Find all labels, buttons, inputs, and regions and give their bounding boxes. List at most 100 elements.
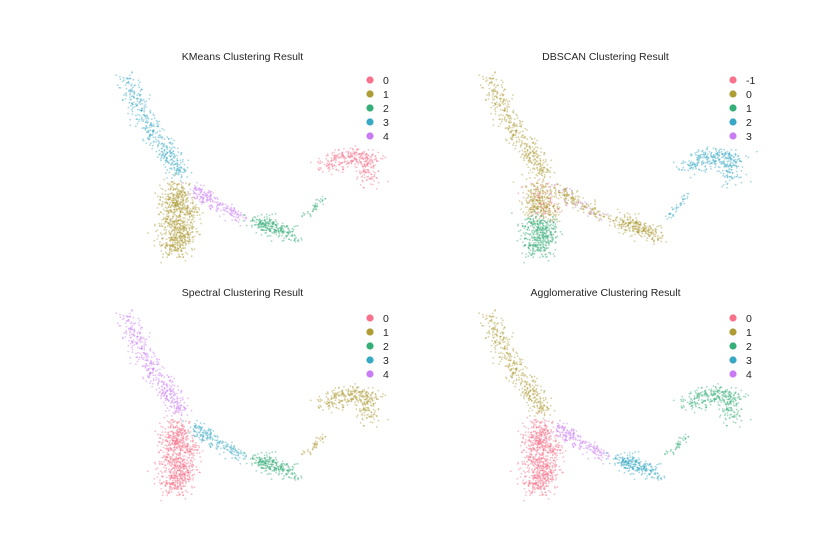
data-point-cluster-0: [581, 202, 584, 205]
data-point-cluster-1: [163, 228, 166, 231]
data-point-cluster-0: [504, 88, 506, 91]
data-point-cluster-1: [173, 234, 176, 237]
data-point-cluster-0: [526, 129, 528, 131]
data-point-cluster-0: [187, 438, 190, 440]
data-point-cluster-0: [486, 94, 488, 96]
data-point-cluster-1: [172, 208, 175, 211]
data-point-cluster-1: [186, 204, 189, 207]
data-point-cluster-3: [129, 89, 132, 92]
data-point-cluster-0: [363, 176, 366, 179]
data-point-cluster-3: [145, 106, 148, 108]
data-point-cluster-3: [171, 142, 174, 145]
data-point-cluster-4: [152, 374, 155, 377]
data-point-cluster-3: [145, 100, 148, 103]
data-point-cluster-0: [659, 237, 662, 239]
data-point-cluster-1: [552, 221, 555, 224]
data-point-cluster-3: [153, 125, 156, 128]
data-point-cluster-0: [585, 202, 588, 205]
data-point-cluster-1: [539, 222, 542, 225]
data-point-cluster-0: [501, 118, 504, 121]
data-point-cluster-3: [156, 156, 159, 159]
data-point-cluster-4: [168, 400, 170, 402]
data-point-cluster-0: [169, 427, 172, 429]
data-point-cluster-2: [306, 212, 309, 215]
data-point-cluster-2: [319, 198, 322, 200]
data-point-cluster-1: [169, 189, 172, 191]
data-point-cluster-1: [529, 239, 531, 242]
data-point-cluster-3: [128, 82, 130, 85]
data-point-cluster-2: [735, 149, 737, 151]
data-point-cluster-2: [278, 232, 281, 235]
data-point-cluster-0: [331, 166, 334, 168]
data-point-cluster-3: [131, 90, 133, 93]
data-point-cluster-0: [624, 225, 627, 228]
data-point-cluster-1: [183, 237, 186, 240]
data-point-cluster-1: [166, 202, 169, 205]
data-point-cluster-4: [176, 397, 179, 400]
data-point-cluster-1: [156, 229, 159, 232]
data-point-cluster-0: [529, 177, 531, 179]
data-point-cluster-1: [168, 252, 171, 255]
data-point-cluster-3: [149, 144, 151, 147]
data-point-cluster-0: [180, 422, 183, 424]
data-point-cluster-4: [174, 394, 176, 396]
data-point-cluster-0: [330, 162, 333, 165]
data-point-cluster-1: [186, 221, 189, 224]
data-point-cluster-4: [211, 206, 214, 208]
data-point-cluster-4: [176, 401, 178, 403]
data-point-cluster-4: [143, 351, 146, 354]
data-point-cluster-1: [556, 220, 559, 223]
data-point-cluster-3: [165, 145, 168, 147]
data-point-cluster-1: [178, 202, 181, 205]
data-point-cluster-0: [535, 173, 538, 176]
data-point-cluster-3: [148, 126, 151, 129]
data-point-cluster-3: [172, 156, 175, 158]
data-point-cluster-1: [193, 220, 196, 223]
data-point-cluster-0: [158, 440, 161, 443]
data-point-cluster-4: [193, 187, 196, 190]
data-point-cluster-0: [362, 180, 364, 183]
data-point-cluster-3: [152, 125, 155, 127]
data-point-cluster-1: [185, 198, 188, 201]
data-point-cluster-1: [188, 182, 191, 185]
data-point-cluster-2: [265, 213, 268, 216]
data-point-cluster-4: [145, 344, 148, 346]
data-point-cluster-4: [186, 404, 189, 407]
data-point-cluster-0: [526, 138, 529, 141]
data-point-cluster-0: [643, 223, 645, 226]
data-point-cluster-4: [176, 392, 178, 395]
data-point-cluster-4: [137, 330, 140, 333]
data-point-cluster-0: [537, 190, 540, 192]
data-point-cluster-2: [682, 160, 685, 163]
data-point-cluster-1: [172, 215, 175, 218]
data-point-cluster-4: [238, 218, 241, 221]
data-point-cluster-0: [574, 204, 576, 207]
data-point-cluster-1: [171, 222, 174, 225]
data-point-cluster-2: [702, 151, 705, 154]
data-point-cluster-3: [175, 170, 178, 172]
data-point-cluster-0: [508, 106, 510, 108]
data-point-cluster-4: [163, 376, 166, 379]
data-point-cluster-0: [489, 78, 492, 80]
data-point-cluster-0: [519, 156, 522, 159]
data-point-cluster-4: [203, 192, 206, 194]
data-point-cluster-0: [582, 208, 585, 211]
data-point-cluster-3: [143, 105, 146, 107]
data-point-cluster-3: [149, 111, 151, 113]
data-point-cluster-1: [521, 225, 524, 228]
data-point-cluster-0: [540, 210, 542, 212]
data-point-cluster-2: [706, 146, 709, 149]
data-point-cluster-1: [161, 200, 164, 203]
data-point-cluster-3: [147, 131, 150, 134]
data-point-cluster-4: [141, 345, 143, 348]
data-point-cluster-0: [544, 201, 547, 204]
data-point-cluster-0: [369, 183, 372, 186]
data-point-cluster-0: [509, 116, 512, 119]
data-point-cluster-1: [178, 193, 181, 195]
data-point-cluster-0: [381, 157, 384, 160]
data-point-cluster-4: [129, 356, 132, 359]
data-point-cluster-2: [722, 174, 724, 177]
data-point-cluster-2: [696, 154, 699, 157]
data-point-cluster-2: [727, 160, 730, 163]
data-point-cluster-4: [231, 214, 234, 217]
